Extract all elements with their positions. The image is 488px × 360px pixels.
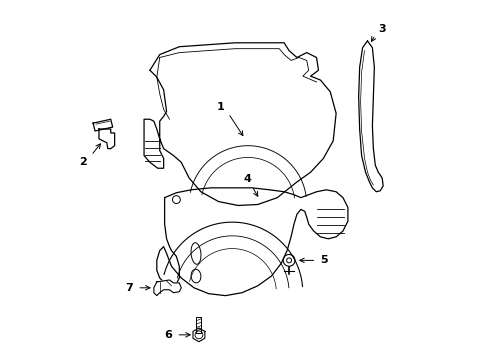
Polygon shape <box>154 280 181 296</box>
Polygon shape <box>193 328 204 342</box>
Polygon shape <box>144 43 335 206</box>
Polygon shape <box>99 129 114 149</box>
Polygon shape <box>358 41 383 192</box>
Text: 4: 4 <box>244 174 251 184</box>
Text: 7: 7 <box>125 283 133 293</box>
Text: 2: 2 <box>79 157 87 167</box>
Polygon shape <box>157 188 347 296</box>
Text: 1: 1 <box>216 102 224 112</box>
Text: 3: 3 <box>378 24 385 34</box>
Polygon shape <box>93 119 112 131</box>
Text: 6: 6 <box>164 330 172 340</box>
Text: 5: 5 <box>320 255 327 265</box>
